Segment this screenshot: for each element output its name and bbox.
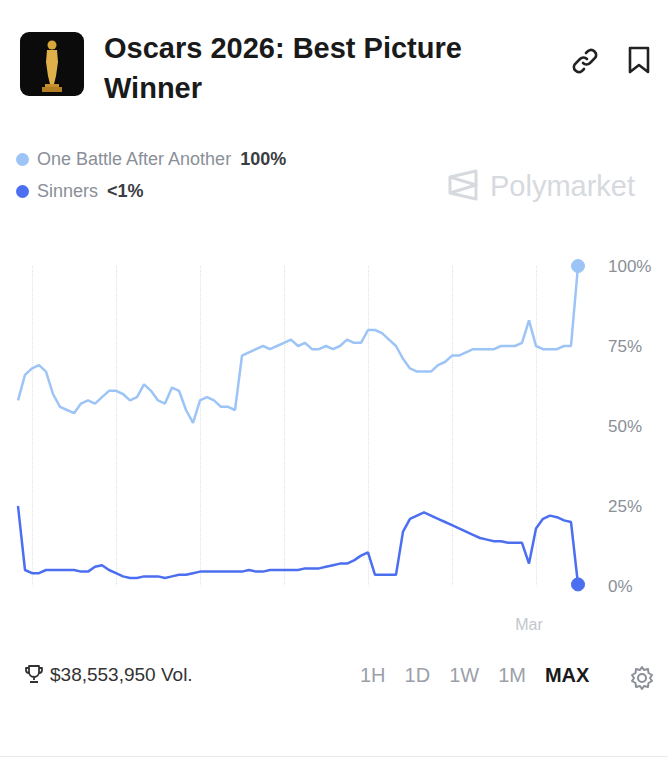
svg-text:100%: 100% bbox=[608, 257, 651, 276]
html-text:MAX: MAX bbox=[545, 664, 590, 686]
svg-text:Mar: Mar bbox=[515, 616, 543, 633]
html-text:1D: 1D bbox=[404, 664, 431, 686]
svg-text:25%: 25% bbox=[608, 497, 642, 516]
html-text:Sinners <1%: Sinners <1% bbox=[37, 181, 144, 201]
html-text:$38,553,950 Vol.: $38,553,950 Vol. bbox=[50, 664, 193, 685]
html-text:Oscars 2026: Best Picture Winn: Oscars 2026: Best Picture Winner bbox=[104, 32, 462, 104]
html-text:Polymarket: Polymarket bbox=[490, 170, 635, 202]
html-text:1H: 1H bbox=[360, 664, 386, 686]
html-text:One Battle After Another 100%: One Battle After Another 100% bbox=[37, 149, 287, 169]
svg-text:0%: 0% bbox=[608, 577, 633, 596]
html-text:1W: 1W bbox=[449, 664, 480, 686]
html-text:1M: 1M bbox=[498, 664, 526, 686]
svg-text:50%: 50% bbox=[608, 417, 642, 436]
svg-text:75%: 75% bbox=[608, 337, 642, 356]
